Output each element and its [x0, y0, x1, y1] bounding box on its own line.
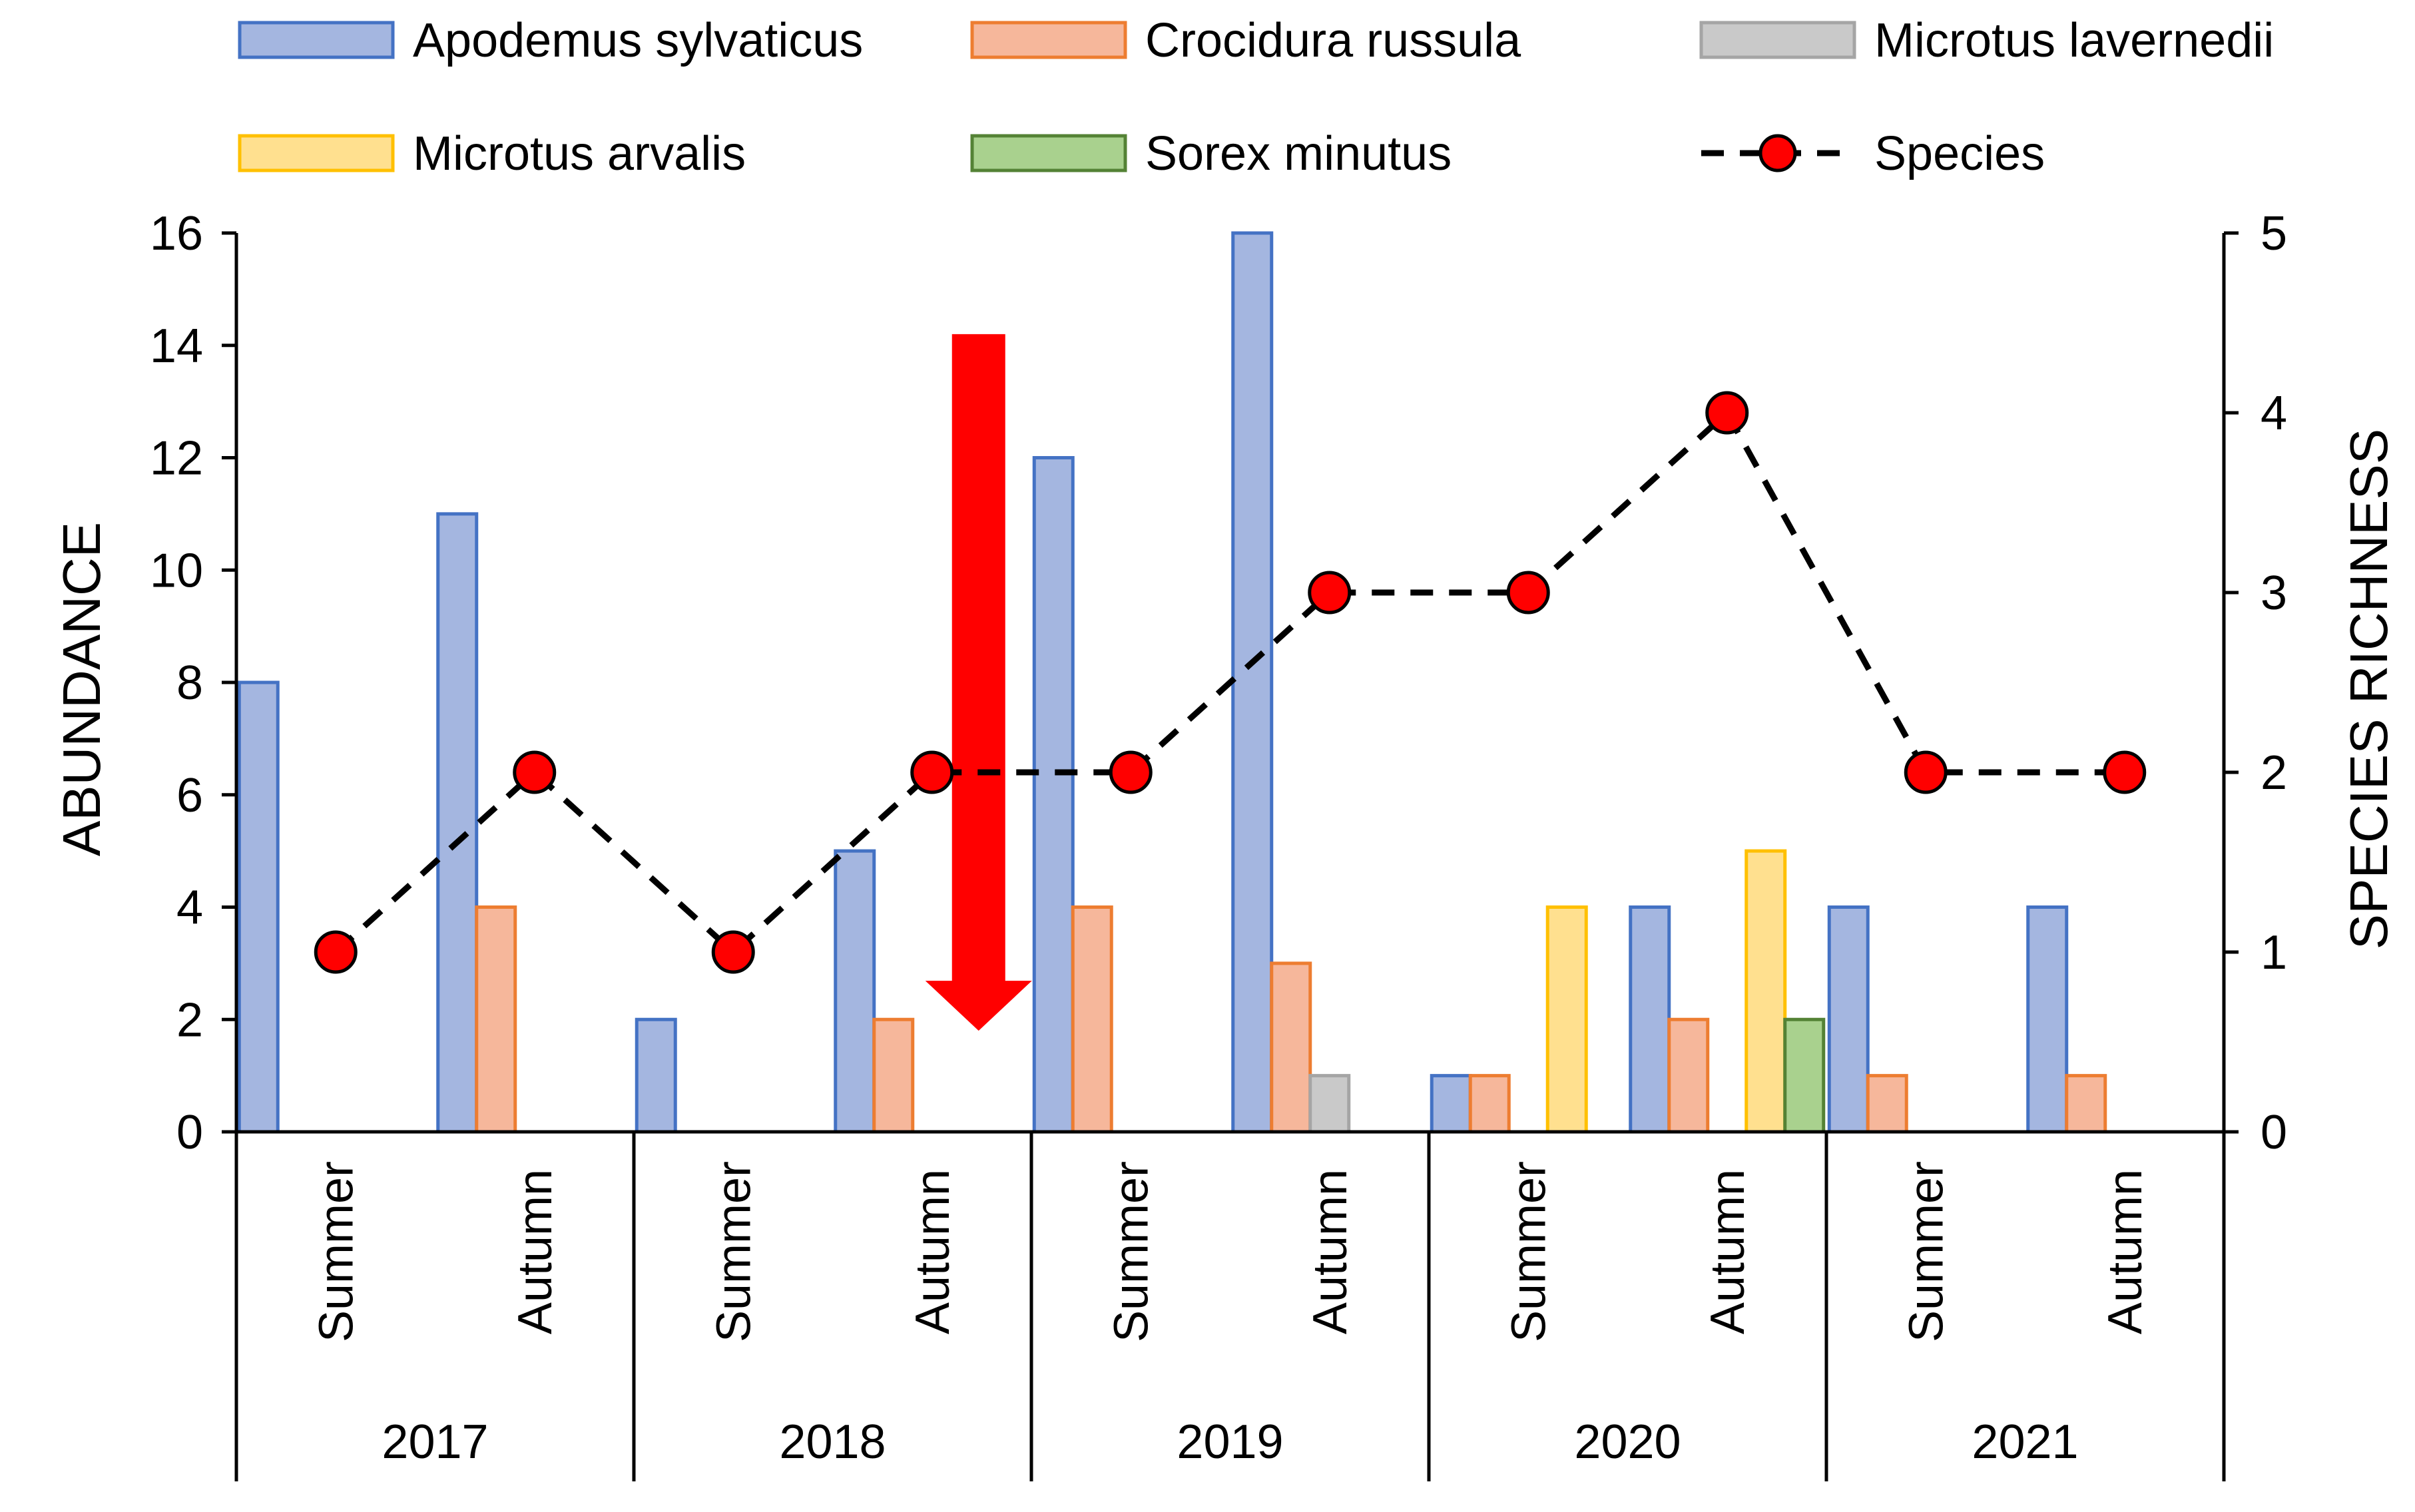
y2-tick-label: 1 [2261, 926, 2287, 979]
year-label: 2018 [779, 1415, 886, 1469]
year-label: 2017 [382, 1415, 488, 1469]
season-label: Summer [1105, 1161, 1158, 1342]
y2-tick-label: 2 [2261, 746, 2287, 800]
legend-label: Sorex minutus [1145, 127, 1452, 180]
bar [1629, 905, 1671, 1134]
season-label: Autumn [1701, 1169, 1754, 1334]
bar [1468, 1074, 1511, 1134]
legend-label: Apodemus sylvaticus [413, 14, 863, 67]
year-label: 2019 [1177, 1415, 1283, 1469]
bar [1231, 231, 1274, 1134]
bar [1071, 905, 1113, 1134]
y-tick-label: 2 [176, 993, 203, 1047]
legend-swatch [970, 134, 1127, 172]
bar [635, 1017, 677, 1134]
species-point [711, 930, 755, 974]
legend-swatch [970, 21, 1127, 59]
species-point [1308, 571, 1352, 615]
bar [1545, 905, 1588, 1134]
y-tick-label: 10 [150, 544, 203, 597]
bar [1783, 1017, 1826, 1134]
legend-swatch [238, 134, 395, 172]
y-tick-label: 4 [176, 882, 203, 935]
species-point [2103, 750, 2147, 794]
y-tick-label: 6 [176, 769, 203, 822]
season-label: Summer [707, 1161, 760, 1342]
y-tick-label: 0 [176, 1106, 203, 1159]
season-label: Autumn [2099, 1169, 2152, 1334]
species-line [334, 407, 2125, 957]
bar [2026, 905, 2069, 1134]
y2-tick-label: 3 [2261, 567, 2287, 620]
season-label: Autumn [906, 1169, 959, 1334]
legend-label: Microtus arvalis [413, 127, 746, 180]
annotation-arrow [925, 334, 1032, 1031]
legend: Apodemus sylvaticus Crocidura russula Micr… [238, 14, 2274, 180]
species-point [513, 750, 557, 794]
y2-axis-title: SPECIES RICHNESS [2339, 429, 2398, 949]
year-label: 2021 [1972, 1415, 2078, 1469]
y-tick-label: 16 [150, 207, 203, 260]
bar [1827, 905, 1870, 1134]
bar [1430, 1074, 1472, 1134]
species-point [1506, 571, 1550, 615]
bar [834, 849, 876, 1134]
legend-swatch [1699, 21, 1856, 59]
year-label: 2020 [1574, 1415, 1681, 1469]
y2-tick-label: 5 [2261, 207, 2287, 260]
bar [872, 1017, 915, 1134]
species-point [1904, 750, 1948, 794]
bar [475, 905, 517, 1134]
legend-label: Crocidura russula [1145, 14, 1521, 67]
y2-tick-label: 0 [2261, 1106, 2287, 1159]
legend-swatch [238, 21, 395, 59]
bar [1866, 1074, 1908, 1134]
bar [2065, 1074, 2107, 1134]
bar [1270, 961, 1312, 1134]
season-label: Autumn [1304, 1169, 1357, 1334]
bar [1308, 1074, 1351, 1134]
bar [1667, 1017, 1710, 1134]
season-label: Summer [1502, 1161, 1555, 1342]
species-point [314, 930, 358, 974]
y-tick-label: 14 [150, 320, 203, 373]
season-label: Summer [1900, 1161, 1953, 1342]
species-point [1705, 391, 1749, 435]
bar [237, 680, 280, 1134]
bar [436, 512, 479, 1134]
species-point [1109, 750, 1153, 794]
species-point [910, 750, 954, 794]
legend-marker [1758, 134, 1797, 172]
bar [1744, 849, 1787, 1134]
season-label: Autumn [509, 1169, 562, 1334]
y2-tick-label: 4 [2261, 387, 2287, 440]
season-label: Summer [310, 1161, 363, 1342]
bar [1032, 456, 1075, 1134]
legend-label: Species [1874, 127, 2045, 180]
y-tick-label: 12 [150, 432, 203, 485]
legend-label: Microtus lavernedii [1874, 14, 2274, 67]
y-axis-title: ABUNDANCE [52, 522, 111, 856]
y-tick-label: 8 [176, 656, 203, 710]
